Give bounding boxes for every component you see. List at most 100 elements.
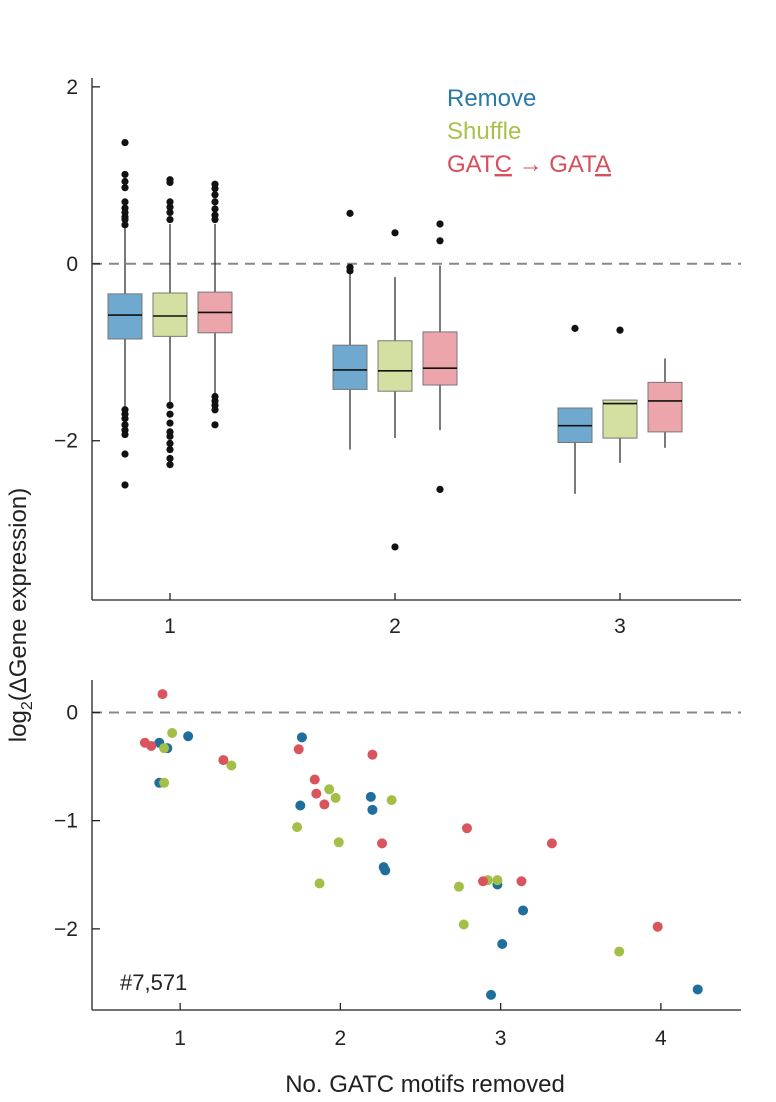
- point-gatc-gata: [516, 876, 527, 887]
- point-shuffle: [453, 881, 464, 892]
- point-remove: [295, 800, 306, 811]
- outlier-point: [436, 237, 444, 245]
- bottom-panel: 0 −1 −2 1 2 3 4 #7,571 No. GATC motifs remove…: [54, 680, 741, 1098]
- outlier-point: [121, 184, 129, 192]
- y-tick-label: 0: [66, 253, 78, 276]
- point-shuffle: [324, 784, 335, 795]
- point-remove: [486, 989, 497, 1000]
- outlier-point: [346, 209, 354, 217]
- legend-gatc-gata: GATC → GATA: [447, 151, 611, 178]
- box-plots: [107, 138, 683, 551]
- outlier-point: [211, 191, 219, 199]
- outlier-point: [121, 198, 129, 206]
- outlier-point: [166, 401, 174, 409]
- y-tick-label: −1: [54, 810, 78, 833]
- outlier-point: [166, 432, 174, 440]
- point-gatc-gata: [461, 823, 472, 834]
- point-gatc-gata: [367, 749, 378, 760]
- x-tick-label: 4: [655, 1027, 667, 1050]
- point-remove: [518, 905, 529, 916]
- bottom-x-ticks: 1 2 3 4: [174, 1003, 667, 1050]
- outlier-point: [211, 184, 219, 193]
- outlier-point: [436, 485, 444, 494]
- point-shuffle: [458, 919, 469, 930]
- outlier-point: [211, 421, 219, 429]
- bottom-y-ticks: 0 −1 −2: [54, 701, 100, 941]
- outlier-point: [571, 324, 579, 332]
- scatter-annotation: #7,571: [120, 970, 187, 995]
- point-gatc-gata: [319, 799, 330, 810]
- box-shuffle-1: [152, 176, 188, 469]
- box-body: [107, 293, 143, 340]
- box-body: [332, 344, 368, 390]
- x-tick-label: 3: [495, 1027, 507, 1050]
- point-remove: [692, 984, 703, 995]
- box-gatc-gata-1: [197, 180, 233, 429]
- legend: Remove Shuffle GATC → GATA: [447, 85, 611, 178]
- outlier-point: [166, 445, 174, 454]
- y-tick-label: −2: [54, 430, 78, 453]
- outlier-point: [121, 177, 129, 186]
- box-gatc-gata-2: [422, 220, 458, 494]
- outlier-point: [121, 170, 129, 179]
- point-remove: [367, 804, 378, 815]
- outlier-point: [391, 543, 399, 551]
- outlier-point: [166, 198, 174, 206]
- outlier-point: [121, 415, 129, 423]
- y-tick-label: 0: [66, 701, 78, 724]
- point-gatc-gata: [546, 838, 557, 849]
- outlier-point: [166, 203, 174, 211]
- point-remove: [365, 791, 376, 802]
- point-gatc-gata: [377, 838, 388, 849]
- point-gatc-gata: [478, 876, 489, 887]
- box-remove-1: [107, 138, 143, 489]
- top-x-ticks: 1 2 3: [164, 593, 626, 638]
- point-shuffle: [330, 792, 341, 803]
- point-shuffle: [333, 837, 344, 848]
- x-tick-label: 3: [614, 615, 626, 638]
- point-shuffle: [159, 777, 170, 788]
- box-shuffle-3: [602, 326, 638, 463]
- point-shuffle: [492, 875, 503, 886]
- x-tick-label: 1: [174, 1027, 186, 1050]
- box-body: [377, 340, 413, 392]
- scatter-points: [139, 689, 703, 1000]
- box-body: [152, 292, 188, 337]
- outlier-point: [166, 454, 174, 463]
- box-body: [647, 381, 683, 433]
- point-remove: [183, 731, 194, 742]
- point-gatc-gata: [146, 741, 157, 751]
- point-shuffle: [614, 946, 625, 957]
- point-gatc-gata: [652, 921, 663, 932]
- outlier-point: [211, 406, 219, 414]
- top-panel: 2 0 −2 1 2 3 Remove Shuffle GATC → GATA: [54, 76, 741, 638]
- outlier-point: [121, 138, 129, 147]
- outlier-point: [166, 215, 174, 224]
- outlier-point: [121, 481, 129, 489]
- point-gatc-gata: [311, 788, 322, 799]
- box-shuffle-2: [377, 229, 413, 551]
- box-body: [602, 399, 638, 439]
- point-shuffle: [159, 743, 170, 754]
- outlier-point: [166, 461, 174, 469]
- outlier-point: [616, 326, 624, 334]
- outlier-point: [121, 215, 129, 224]
- point-gatc-gata: [293, 744, 304, 755]
- point-remove: [497, 939, 508, 949]
- top-y-ticks: 2 0 −2: [54, 76, 100, 453]
- outlier-point: [121, 430, 129, 439]
- point-gatc-gata: [218, 755, 229, 766]
- legend-remove: Remove: [447, 85, 536, 112]
- point-gatc-gata: [157, 689, 168, 700]
- y-tick-label: −2: [54, 918, 78, 941]
- outlier-point: [166, 208, 174, 217]
- point-shuffle: [167, 728, 178, 739]
- legend-shuffle: Shuffle: [447, 118, 521, 145]
- box-body: [422, 331, 458, 386]
- x-axis-title: No. GATC motifs removed: [285, 1071, 565, 1098]
- box-gatc-gata-3: [647, 358, 683, 448]
- outlier-point: [121, 221, 129, 229]
- outlier-point: [166, 419, 174, 427]
- outlier-point: [166, 410, 174, 418]
